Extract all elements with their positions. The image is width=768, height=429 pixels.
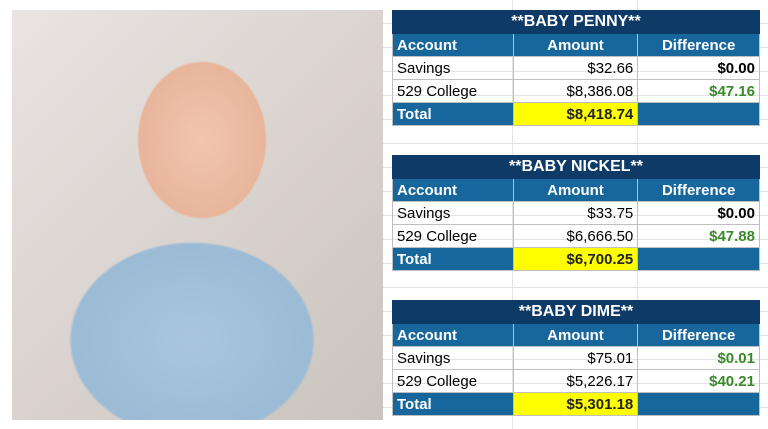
table-row: 529 College $6,666.50 $47.88	[392, 224, 760, 248]
account-table: **BABY NICKEL** Account Amount Difference S…	[392, 155, 760, 271]
table-title: **BABY PENNY**	[392, 10, 760, 34]
amount-cell[interactable]: $32.66	[512, 56, 639, 80]
table-title: **BABY NICKEL**	[392, 155, 760, 179]
table-row: 529 College $8,386.08 $47.16	[392, 79, 760, 103]
account-cell[interactable]: Savings	[392, 201, 514, 225]
amount-cell[interactable]: $5,226.17	[512, 369, 639, 393]
account-table: **BABY PENNY** Account Amount Difference Sa…	[392, 10, 760, 126]
total-label: Total	[392, 102, 514, 126]
difference-cell[interactable]: $0.01	[637, 346, 760, 370]
amount-cell[interactable]: $33.75	[512, 201, 639, 225]
total-label: Total	[392, 392, 514, 416]
table-row: Savings $75.01 $0.01	[392, 346, 760, 370]
total-difference-cell[interactable]	[637, 247, 760, 271]
account-cell[interactable]: 529 College	[392, 79, 514, 103]
table-row: Savings $32.66 $0.00	[392, 56, 760, 80]
difference-cell[interactable]: $0.00	[637, 201, 760, 225]
header-amount: Amount	[512, 33, 639, 57]
header-amount: Amount	[512, 178, 639, 202]
baby-photo	[12, 10, 383, 420]
header-account: Account	[392, 178, 514, 202]
table-row: Savings $33.75 $0.00	[392, 201, 760, 225]
account-cell[interactable]: Savings	[392, 56, 514, 80]
difference-cell[interactable]: $47.16	[637, 79, 760, 103]
header-difference: Difference	[637, 178, 760, 202]
difference-cell[interactable]: $0.00	[637, 56, 760, 80]
account-cell[interactable]: Savings	[392, 346, 514, 370]
header-difference: Difference	[637, 323, 760, 347]
amount-cell[interactable]: $8,386.08	[512, 79, 639, 103]
header-amount: Amount	[512, 323, 639, 347]
account-cell[interactable]: 529 College	[392, 369, 514, 393]
table-row: 529 College $5,226.17 $40.21	[392, 369, 760, 393]
account-table: **BABY DIME** Account Amount Difference Sav…	[392, 300, 760, 416]
header-account: Account	[392, 33, 514, 57]
amount-cell[interactable]: $6,666.50	[512, 224, 639, 248]
total-amount[interactable]: $8,418.74	[512, 102, 639, 126]
difference-cell[interactable]: $47.88	[637, 224, 760, 248]
table-title: **BABY DIME**	[392, 300, 760, 324]
total-difference-cell[interactable]	[637, 392, 760, 416]
difference-cell[interactable]: $40.21	[637, 369, 760, 393]
amount-cell[interactable]: $75.01	[512, 346, 639, 370]
total-label: Total	[392, 247, 514, 271]
header-difference: Difference	[637, 33, 760, 57]
total-amount[interactable]: $6,700.25	[512, 247, 639, 271]
account-cell[interactable]: 529 College	[392, 224, 514, 248]
total-amount[interactable]: $5,301.18	[512, 392, 639, 416]
header-account: Account	[392, 323, 514, 347]
total-difference-cell[interactable]	[637, 102, 760, 126]
